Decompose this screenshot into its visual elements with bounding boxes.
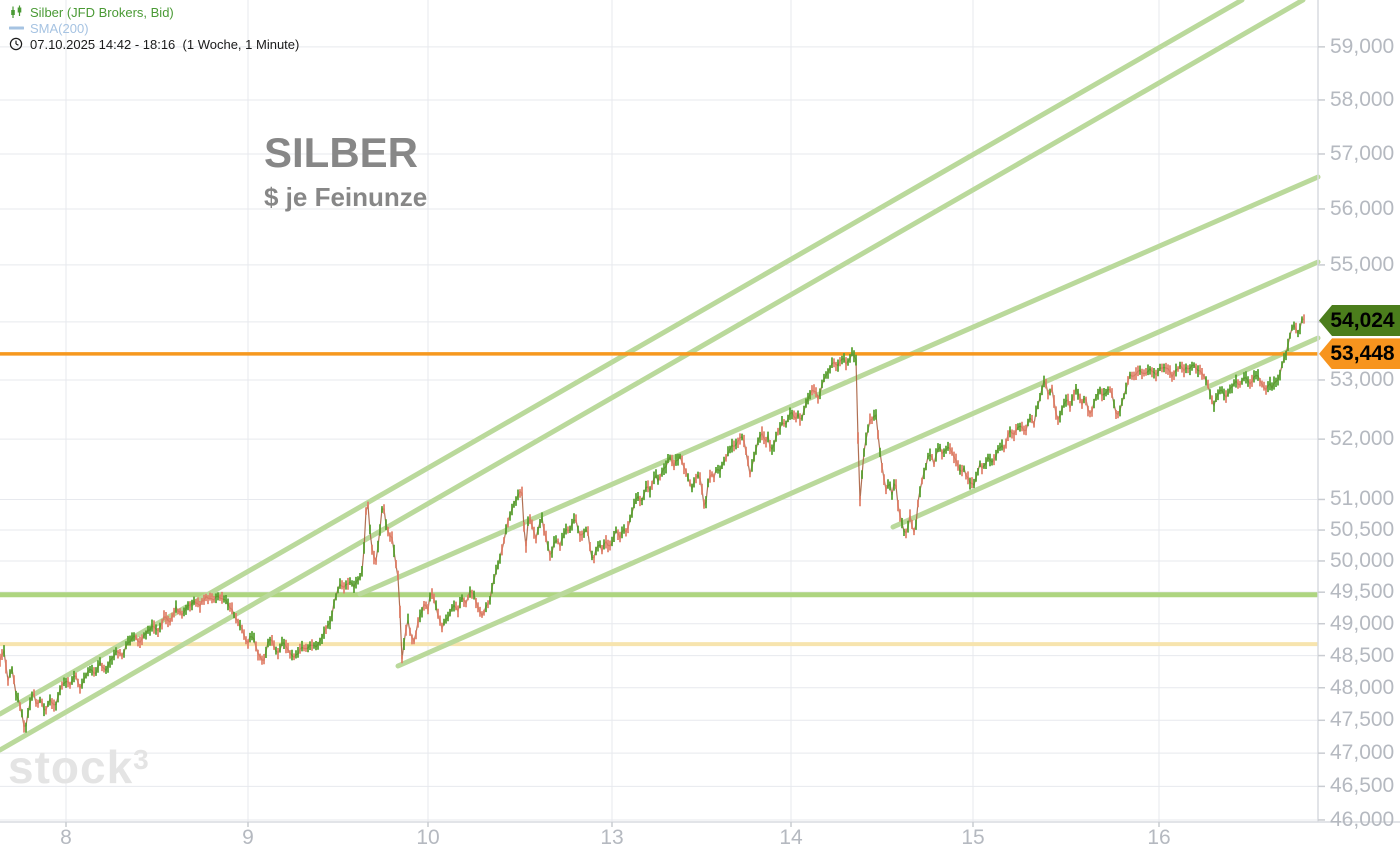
x-axis-label: 10 bbox=[416, 826, 440, 849]
y-axis-label: 52,000 bbox=[1330, 427, 1395, 451]
price-bars-down bbox=[0, 314, 1305, 733]
x-axis-label: 16 bbox=[1147, 826, 1171, 849]
level-price-badge[interactable]: 53,448 bbox=[1319, 338, 1400, 370]
y-axis-label: 53,000 bbox=[1330, 367, 1395, 391]
y-axis-label: 47,500 bbox=[1330, 708, 1395, 732]
x-axis-label: 9 bbox=[242, 826, 254, 849]
y-axis-label: 46,500 bbox=[1330, 774, 1395, 798]
price-bars-up bbox=[3, 316, 1303, 733]
trendline-d[interactable] bbox=[357, 174, 1321, 597]
y-axis-label: 55,000 bbox=[1330, 252, 1395, 276]
trendline-b[interactable] bbox=[0, 0, 1306, 753]
stock3-watermark: stock3 bbox=[8, 741, 150, 793]
y-axis-label: 50,500 bbox=[1330, 518, 1395, 542]
y-axis-label: 57,000 bbox=[1330, 141, 1395, 165]
instrument-unit: $ je Feinunze bbox=[264, 182, 428, 212]
x-axis-label: 14 bbox=[779, 826, 803, 849]
last-price-badge[interactable]: 54,024 bbox=[1319, 305, 1400, 337]
legend-row-silber[interactable]: Silber (JFD Brokers, Bid) bbox=[8, 4, 299, 20]
y-axis-label: 49,500 bbox=[1330, 580, 1395, 604]
y-axis-label: 49,000 bbox=[1330, 611, 1395, 635]
y-axis-label: 59,000 bbox=[1330, 34, 1395, 58]
legend-label-silber: Silber (JFD Brokers, Bid) bbox=[30, 4, 174, 20]
clock-icon bbox=[8, 37, 24, 51]
legend-label-sma: SMA(200) bbox=[30, 20, 89, 36]
chart-legend: Silber (JFD Brokers, Bid) SMA(200) 07.10… bbox=[8, 4, 299, 52]
candlestick-icon bbox=[8, 5, 24, 19]
x-axis-label: 15 bbox=[961, 826, 985, 849]
instrument-title: SILBER $ je Feinunze bbox=[264, 132, 427, 213]
legend-row-time: 07.10.2025 14:42 - 18:16 (1 Woche, 1 Min… bbox=[8, 36, 299, 52]
y-axis-label: 50,000 bbox=[1330, 548, 1395, 572]
legend-timerange: 07.10.2025 14:42 - 18:16 (1 Woche, 1 Min… bbox=[30, 36, 300, 52]
y-axis-label: 47,000 bbox=[1330, 741, 1395, 765]
x-axis-label: 8 bbox=[60, 826, 72, 849]
y-axis-label: 48,500 bbox=[1330, 643, 1395, 667]
sma-line-icon bbox=[8, 21, 24, 35]
y-axis-label: 48,000 bbox=[1330, 675, 1395, 699]
y-axis-label: 51,000 bbox=[1330, 487, 1395, 511]
legend-row-sma[interactable]: SMA(200) bbox=[8, 20, 299, 36]
trendline-e[interactable] bbox=[890, 335, 1321, 530]
trendline-c[interactable] bbox=[395, 259, 1321, 669]
instrument-name: SILBER bbox=[264, 129, 419, 176]
y-axis-label: 56,000 bbox=[1330, 196, 1395, 220]
y-axis-label: 46,000 bbox=[1330, 807, 1395, 831]
x-axis-label: 13 bbox=[600, 826, 624, 849]
y-axis-label: 58,000 bbox=[1330, 87, 1395, 111]
